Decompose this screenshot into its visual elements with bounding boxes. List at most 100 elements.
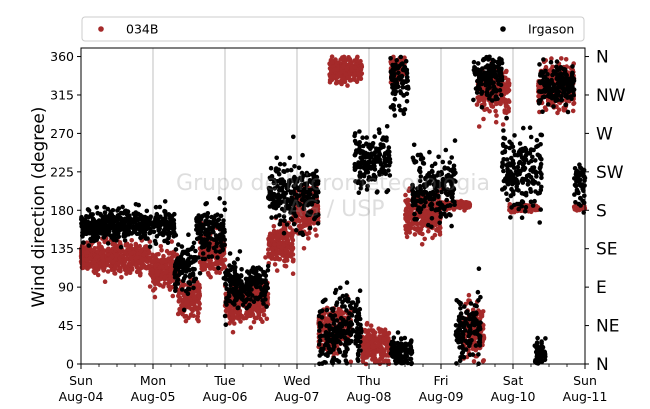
data-point bbox=[111, 237, 116, 242]
data-point bbox=[284, 254, 290, 260]
data-point bbox=[225, 307, 231, 313]
data-point bbox=[258, 293, 264, 298]
data-point bbox=[381, 337, 387, 342]
data-point bbox=[404, 223, 409, 229]
data-point bbox=[137, 221, 142, 226]
data-point bbox=[220, 237, 226, 242]
data-point bbox=[156, 258, 161, 263]
data-point bbox=[125, 216, 131, 221]
data-point bbox=[266, 247, 271, 252]
data-point bbox=[258, 284, 263, 290]
data-point bbox=[106, 246, 111, 252]
data-point bbox=[196, 289, 202, 294]
data-point bbox=[412, 232, 418, 237]
data-point bbox=[182, 249, 188, 255]
data-point bbox=[248, 274, 253, 280]
data-point bbox=[128, 243, 134, 248]
data-point bbox=[194, 307, 200, 313]
data-point bbox=[164, 222, 169, 227]
data-point bbox=[464, 203, 469, 209]
data-point bbox=[117, 240, 123, 245]
data-point bbox=[264, 281, 270, 287]
data-point bbox=[232, 302, 237, 307]
data-point bbox=[570, 108, 576, 114]
data-point bbox=[291, 134, 296, 140]
data-point bbox=[99, 245, 104, 250]
data-point bbox=[505, 78, 511, 84]
data-point bbox=[346, 57, 352, 62]
data-point bbox=[274, 155, 280, 161]
data-point bbox=[122, 230, 128, 236]
data-point bbox=[506, 108, 511, 114]
data-point bbox=[144, 208, 150, 214]
data-point bbox=[85, 250, 90, 255]
data-point bbox=[108, 263, 113, 269]
data-point bbox=[202, 221, 208, 227]
data-point bbox=[269, 234, 275, 240]
data-point bbox=[287, 155, 293, 161]
data-point bbox=[339, 69, 344, 74]
data-point bbox=[217, 196, 222, 201]
data-point bbox=[245, 269, 250, 274]
data-point bbox=[240, 295, 245, 300]
data-point bbox=[384, 340, 390, 346]
data-point bbox=[296, 207, 302, 212]
data-point bbox=[101, 235, 107, 240]
data-point bbox=[151, 222, 156, 227]
data-point bbox=[111, 259, 116, 265]
data-point bbox=[196, 293, 202, 299]
data-point bbox=[365, 351, 370, 357]
data-point bbox=[202, 212, 207, 218]
data-point bbox=[313, 227, 318, 232]
data-point bbox=[227, 321, 232, 326]
data-point bbox=[363, 329, 368, 334]
data-point bbox=[270, 246, 275, 252]
data-point bbox=[352, 77, 357, 82]
data-point bbox=[191, 313, 196, 319]
data-point bbox=[301, 246, 307, 251]
data-point bbox=[360, 355, 365, 360]
data-point bbox=[237, 249, 243, 254]
data-point bbox=[300, 152, 305, 158]
data-point bbox=[262, 286, 268, 292]
data-point bbox=[176, 293, 181, 299]
data-point bbox=[349, 65, 355, 70]
data-point bbox=[133, 245, 139, 251]
data-point bbox=[150, 267, 155, 273]
data-point bbox=[298, 223, 304, 229]
data-point bbox=[183, 318, 189, 324]
data-point bbox=[232, 309, 238, 315]
data-point bbox=[258, 307, 263, 313]
data-point bbox=[170, 293, 176, 299]
data-point bbox=[95, 229, 101, 234]
data-point bbox=[306, 236, 311, 241]
data-point bbox=[86, 223, 91, 229]
data-point bbox=[364, 344, 369, 350]
data-point bbox=[155, 277, 161, 282]
data-point bbox=[116, 214, 121, 220]
data-point bbox=[466, 292, 472, 298]
data-point bbox=[222, 242, 227, 248]
data-point bbox=[137, 226, 143, 231]
data-point bbox=[332, 67, 337, 72]
data-point bbox=[189, 306, 194, 312]
data-point bbox=[191, 279, 197, 284]
data-point bbox=[144, 215, 150, 221]
data-point bbox=[229, 310, 234, 316]
data-point bbox=[185, 291, 191, 297]
data-point bbox=[187, 274, 192, 279]
data-point bbox=[140, 256, 145, 262]
data-point bbox=[110, 208, 116, 213]
data-point bbox=[177, 298, 182, 303]
data-point bbox=[157, 265, 162, 270]
data-point bbox=[224, 286, 229, 292]
data-point bbox=[168, 272, 174, 277]
data-point bbox=[205, 270, 211, 276]
data-point bbox=[206, 254, 212, 260]
data-point bbox=[493, 108, 498, 114]
data-point bbox=[123, 267, 128, 272]
data-point bbox=[196, 318, 201, 324]
data-point bbox=[420, 215, 425, 220]
data-point bbox=[209, 214, 214, 220]
